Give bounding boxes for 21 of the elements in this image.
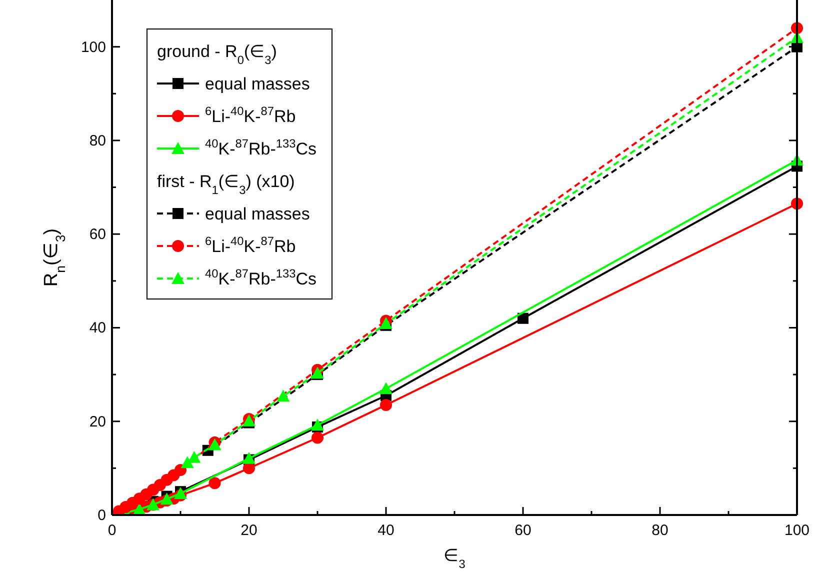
x-tick-label: 100	[784, 522, 810, 539]
legend-title: ground - R$_{0}$(∈$_{3}$)	[157, 42, 277, 67]
annotation: first - R$_{1}$(∈$_{3}$) (x10)	[157, 172, 295, 197]
x-tick-label: 80	[652, 522, 668, 539]
legend-label: $^{40}$K-$^{87}$Rb-$^{133}$Cs	[205, 136, 316, 158]
y-tick-label: 20	[89, 413, 106, 430]
legend-label: $^{6}$Li-$^{40}$K-$^{87}$Rb	[205, 234, 296, 256]
legend-label: $^{6}$Li-$^{40}$K-$^{87}$Rb	[205, 104, 296, 126]
legend-label: equal masses	[205, 204, 310, 224]
legend-label: $^{40}$K-$^{87}$Rb-$^{133}$Cs	[205, 266, 316, 288]
x-tick-label: 40	[378, 522, 394, 539]
y-tick-label: 60	[89, 226, 106, 244]
x-axis-title: ∈$_{3}$	[444, 546, 466, 571]
x-tick-label: 0	[108, 522, 116, 539]
legend-label: equal masses	[205, 74, 310, 94]
y-tick-label: 40	[89, 320, 106, 337]
y-tick-label: 80	[89, 132, 106, 150]
y-tick-label: 0	[98, 507, 106, 524]
x-tick-label: 60	[514, 522, 532, 539]
x-tick-label: 20	[240, 522, 258, 539]
y-tick-label: 100	[80, 38, 106, 56]
